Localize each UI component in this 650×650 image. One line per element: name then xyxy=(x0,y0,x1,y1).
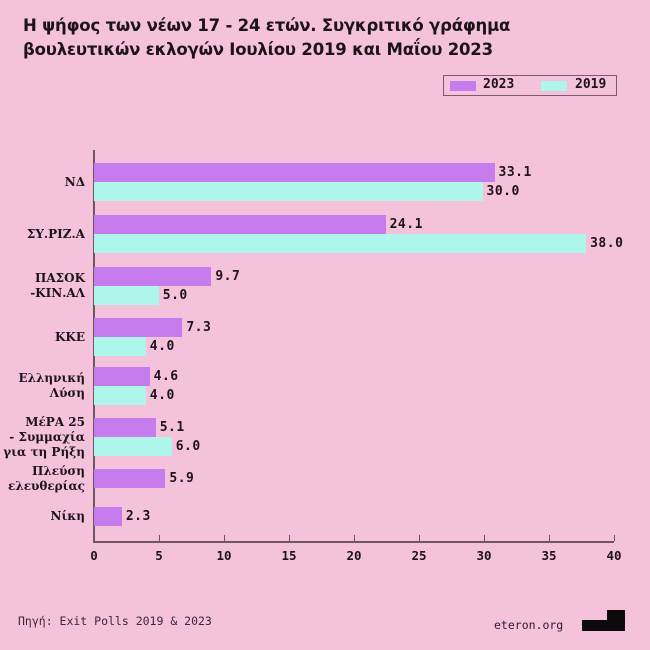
value-label-2023: 5.9 xyxy=(169,470,195,486)
category-label: ΠΑΣΟΚ -ΚΙΝ.ΑΛ xyxy=(30,271,85,300)
logo-block-upper xyxy=(607,610,625,621)
bar-2023[interactable] xyxy=(94,318,183,337)
category-label: ΣΥ.ΡΙΖ.Α xyxy=(26,226,85,241)
value-label-2019: 5.0 xyxy=(162,287,188,303)
category-label: ΝΔ xyxy=(64,174,85,189)
value-label-2019: 6.0 xyxy=(175,438,201,454)
value-label-2023: 2.3 xyxy=(125,508,151,524)
x-tick-label: 20 xyxy=(346,548,362,563)
x-tick xyxy=(93,535,95,541)
source-note: Πηγή: Exit Polls 2019 & 2023 xyxy=(18,614,212,628)
x-tick-label: 25 xyxy=(411,548,427,563)
category-label: Πλεύση ελευθερίας xyxy=(8,463,85,493)
category-label: Ελληνική Λύση xyxy=(18,371,85,400)
chart-title: Η ψήφος των νέων 17 - 24 ετών. Συγκριτικ… xyxy=(23,16,511,59)
bar-2023[interactable] xyxy=(94,507,122,526)
bar-2019[interactable] xyxy=(94,337,146,356)
bar-2019[interactable] xyxy=(94,437,172,456)
x-tick-label: 10 xyxy=(216,548,232,563)
bar-2023[interactable] xyxy=(94,469,166,488)
value-label-2019: 38.0 xyxy=(590,235,624,251)
value-label-2023: 33.1 xyxy=(498,164,532,180)
bar-2019[interactable] xyxy=(94,386,146,405)
x-tick-label: 5 xyxy=(155,548,163,563)
legend-swatch-2023 xyxy=(450,81,476,91)
x-tick xyxy=(548,535,550,541)
bar-2023[interactable] xyxy=(94,418,156,437)
x-tick-label: 40 xyxy=(606,548,622,563)
legend-label-2023: 2023 xyxy=(483,77,515,92)
legend: 2023 2019 xyxy=(443,75,617,96)
x-axis-line xyxy=(93,541,614,543)
bar-2019[interactable] xyxy=(94,286,159,305)
x-tick-label: 35 xyxy=(541,548,557,563)
x-tick xyxy=(613,535,615,541)
bar-2023[interactable] xyxy=(94,367,150,386)
x-tick xyxy=(223,535,225,541)
bar-2019[interactable] xyxy=(94,234,587,253)
bar-2023[interactable] xyxy=(94,163,495,182)
site-link[interactable]: eteron.org xyxy=(494,618,564,632)
value-label-2023: 4.6 xyxy=(153,368,179,384)
category-label: ΜέΡΑ 25 - Συμμαχία για τη Ρήξη xyxy=(3,414,85,459)
value-label-2023: 7.3 xyxy=(186,319,212,335)
y-axis-line xyxy=(93,150,95,542)
x-tick-label: 15 xyxy=(281,548,297,563)
value-label-2023: 9.7 xyxy=(215,268,241,284)
x-tick xyxy=(288,535,290,541)
legend-label-2019: 2019 xyxy=(575,77,607,92)
bar-2019[interactable] xyxy=(94,182,483,201)
x-tick xyxy=(418,535,420,541)
bar-2023[interactable] xyxy=(94,267,212,286)
value-label-2019: 30.0 xyxy=(486,183,520,199)
category-label: ΚΚΕ xyxy=(54,329,85,344)
category-label: Νίκη xyxy=(50,509,86,523)
x-tick xyxy=(483,535,485,541)
x-tick xyxy=(158,535,160,541)
legend-swatch-2019 xyxy=(541,81,567,91)
value-label-2019: 4.0 xyxy=(149,387,175,403)
x-tick-label: 0 xyxy=(90,548,98,563)
value-label-2019: 4.0 xyxy=(149,338,175,354)
value-label-2023: 24.1 xyxy=(389,216,423,232)
value-label-2023: 5.1 xyxy=(159,419,185,435)
x-tick xyxy=(353,535,355,541)
bar-2023[interactable] xyxy=(94,215,386,234)
logo-block-lower xyxy=(582,620,625,631)
x-tick-label: 30 xyxy=(476,548,492,563)
